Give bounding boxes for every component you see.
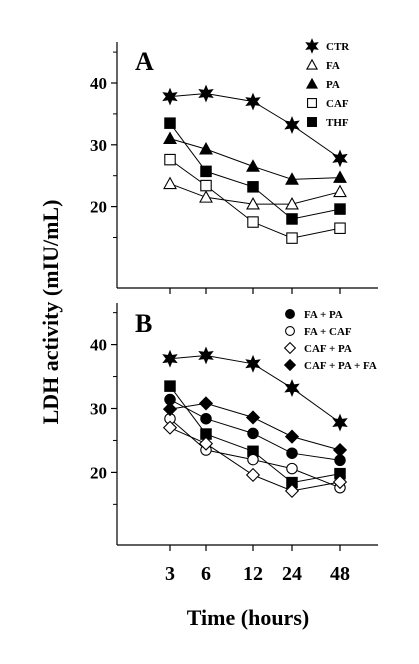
legend-label: THF: [326, 117, 349, 129]
data-point-caf-pa-fa: [332, 442, 348, 458]
data-point-caf-pa-fa: [245, 410, 261, 425]
legend-marker: [307, 98, 317, 108]
data-point-pa: [163, 131, 177, 144]
legend-marker: [283, 341, 297, 355]
data-point-fa-caf: [286, 462, 298, 475]
data-point-caf-pa: [198, 436, 214, 451]
y-axis-label: LDH activity (mIU/mL): [38, 200, 63, 425]
data-point-ctr: [284, 116, 300, 134]
data-point-caf-pa: [284, 483, 300, 499]
legend-label: FA: [326, 60, 340, 72]
y-tick-label: 40: [90, 74, 107, 93]
legend-marker: [285, 309, 295, 319]
data-point-ctr: [245, 92, 261, 111]
y-tick-label: 30: [90, 136, 107, 155]
data-point-thf: [286, 213, 298, 225]
data-point-caf: [334, 222, 346, 234]
data-point-caf: [200, 179, 212, 192]
data-point-caf-pa-fa: [284, 429, 300, 444]
data-point-caf-pa-fa: [198, 396, 214, 411]
legend-marker: [285, 326, 295, 336]
data-point-thf: [164, 117, 176, 129]
data-point-caf-pa: [245, 467, 261, 483]
data-point-fa: [163, 176, 177, 190]
data-point-caf-pa: [162, 420, 178, 435]
data-point-thf: [334, 203, 346, 215]
data-point-thf: [247, 181, 259, 193]
x-tick-label: 3: [165, 563, 175, 585]
x-tick-label: 12: [243, 563, 263, 585]
data-point-fa: [246, 196, 260, 210]
data-point-ctr: [162, 87, 178, 106]
legend-label: PA: [326, 79, 340, 91]
panel-letter: B: [135, 309, 152, 338]
data-point-ctr: [245, 354, 261, 373]
legend-label: CAF + PA: [304, 343, 352, 355]
data-point-caf: [247, 216, 259, 228]
data-point-caf-pa: [332, 474, 348, 490]
data-point-caf: [164, 153, 176, 166]
data-point-caf-pa-fa: [162, 402, 178, 417]
data-point-ctr: [198, 346, 214, 365]
data-point-pa: [333, 170, 347, 183]
data-point-caf: [286, 232, 298, 244]
data-point-ctr: [284, 379, 300, 397]
y-tick-label: 20: [90, 198, 107, 217]
panel-b: 20 30 40 B FA + PA FA + CAF CAF + PA CAF + PA +…: [90, 303, 378, 551]
data-point-ctr: [332, 149, 348, 168]
x-axis-label: Time (hours): [187, 605, 309, 630]
data-point-fa-caf: [247, 453, 259, 466]
data-point-fa: [199, 190, 213, 203]
series-line-caf-pa-fa: [169, 402, 341, 451]
legend-label: CAF: [326, 98, 349, 110]
legend-marker: [305, 58, 319, 70]
data-point-pa: [199, 141, 213, 155]
data-point-thf: [200, 165, 212, 178]
y-tick-label: 40: [90, 336, 107, 355]
legend-label: FA + PA: [304, 309, 343, 321]
legend-label: CAF + PA + FA: [304, 360, 377, 372]
legend-marker: [305, 77, 319, 89]
data-point-ctr: [162, 349, 178, 368]
data-point-fa-pa: [200, 412, 212, 425]
y-tick-label: 30: [90, 400, 107, 419]
data-point-thf: [164, 380, 176, 392]
y-tick-label: 20: [90, 463, 107, 482]
data-point-fa: [333, 184, 347, 198]
data-point-ctr: [198, 84, 214, 103]
x-tick-label: 24: [282, 563, 302, 585]
legend-label: FA + CAF: [304, 326, 352, 338]
data-point-ctr: [332, 413, 348, 432]
legend-marker: [307, 117, 317, 127]
series-line-pa: [169, 138, 341, 180]
x-tick-label: 48: [330, 563, 350, 585]
panel-letter: A: [135, 47, 154, 76]
legend-marker: [283, 358, 297, 372]
data-point-pa: [285, 172, 299, 185]
legend-label: CTR: [326, 41, 350, 53]
data-point-pa: [246, 159, 260, 172]
x-tick-labels: 3 6 12 24 48: [165, 563, 350, 585]
legend-marker: [305, 38, 319, 54]
data-point-fa: [285, 196, 299, 210]
data-point-fa-pa: [247, 427, 259, 440]
x-tick-label: 6: [201, 563, 211, 585]
data-point-fa-pa: [286, 447, 298, 459]
panel-a: 20 30 40 A CTR FA PA CAF THF: [90, 38, 378, 294]
